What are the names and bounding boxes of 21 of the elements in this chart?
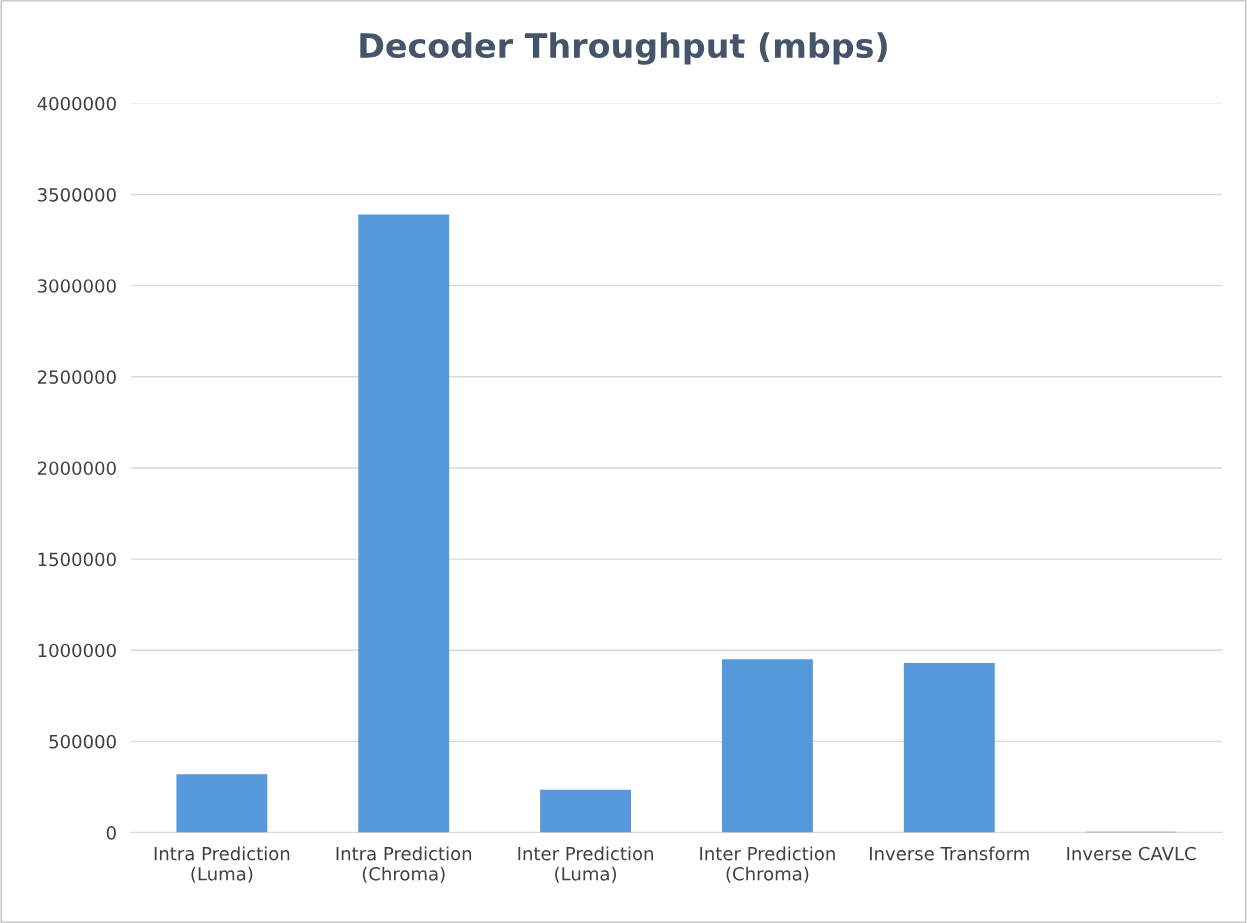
y-tick-label: 3000000 bbox=[38, 279, 116, 293]
y-tick-label: 1000000 bbox=[38, 643, 116, 658]
y-tick-label: 500000 bbox=[49, 734, 116, 749]
bar bbox=[176, 774, 268, 833]
x-tick-label: Intra Prediction (Chroma) bbox=[336, 846, 472, 883]
bar bbox=[721, 659, 813, 833]
bar bbox=[540, 789, 632, 833]
y-tick-label: 4000000 bbox=[37, 96, 116, 111]
y-tick-label: 2500000 bbox=[37, 370, 116, 384]
x-tick-label: Inter Prediction (Chroma) bbox=[700, 846, 835, 883]
y-tick-label: 2000000 bbox=[37, 461, 116, 476]
bar bbox=[903, 663, 995, 833]
bar bbox=[358, 214, 450, 833]
x-tick-label: Inter Prediction (Luma) bbox=[518, 846, 653, 883]
x-tick-label: Intra Prediction (Luma) bbox=[154, 846, 290, 883]
x-tick-label: Inverse Transform bbox=[870, 846, 1029, 861]
chart-title: Decoder Throughput (mbps) bbox=[360, 32, 887, 65]
x-tick-label: Inverse CAVLC bbox=[1067, 846, 1196, 861]
y-tick-label: 1500000 bbox=[38, 552, 116, 567]
y-tick-label: 3500000 bbox=[38, 187, 116, 202]
y-tick-label: 0 bbox=[106, 826, 116, 840]
